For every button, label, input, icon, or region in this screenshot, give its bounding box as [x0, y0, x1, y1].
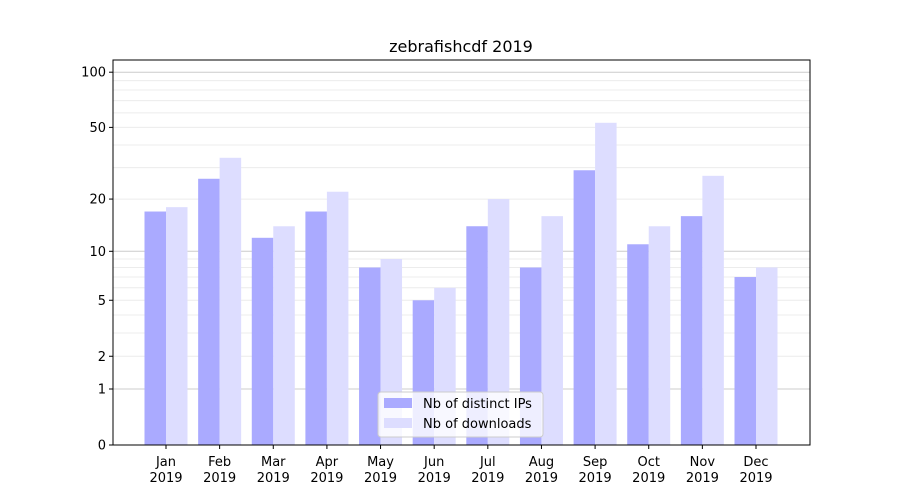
- x-tick-label: Aug 2019: [525, 455, 558, 486]
- bar-downloads: [166, 207, 188, 445]
- y-tick-label: 1: [98, 383, 106, 398]
- bar-distinct-ips: [198, 178, 220, 445]
- legend-swatch: [384, 398, 412, 408]
- x-tick-label-line: 2019: [632, 471, 665, 486]
- legend-label: Nb of downloads: [423, 417, 532, 432]
- y-tick-label: 0: [98, 439, 106, 454]
- x-tick-label: Jun 2019: [418, 455, 451, 486]
- bar-downloads: [541, 216, 563, 445]
- x-tick-label-line: 2019: [203, 471, 236, 486]
- bar-distinct-ips: [466, 226, 488, 445]
- y-tick-label: 2: [98, 350, 106, 365]
- bar-downloads: [219, 157, 242, 445]
- x-tick-label-line: 2019: [579, 471, 612, 486]
- x-tick-label-line: 2019: [364, 471, 397, 486]
- x-tick-label: Nov 2019: [686, 455, 719, 486]
- x-tick-label: Mar 2019: [257, 455, 290, 486]
- bar-distinct-ips: [680, 216, 703, 445]
- x-tick-label-line: 2019: [257, 471, 290, 486]
- bar-distinct-ips: [627, 244, 649, 445]
- x-tick-label-line: 2019: [471, 471, 504, 486]
- legend-box: [377, 391, 544, 438]
- x-tick-label-line: Jun: [423, 455, 444, 470]
- y-tick-label: 5: [98, 294, 106, 309]
- bar-distinct-ips: [144, 211, 166, 445]
- x-tick-label-line: Feb: [208, 455, 231, 470]
- bar-distinct-ips: [734, 277, 756, 445]
- bar-downloads: [702, 175, 724, 445]
- x-tick-label-line: 2019: [418, 471, 451, 486]
- bar-distinct-ips: [251, 237, 274, 445]
- bar-downloads: [648, 226, 671, 445]
- plot-frame: [112, 59, 811, 446]
- x-tick-label-line: Jan: [155, 455, 176, 470]
- chart-title: zebrafishcdf 2019: [389, 37, 533, 56]
- x-tick-label-line: Apr: [316, 455, 339, 470]
- x-tick-label-line: Jul: [479, 455, 496, 470]
- bar-distinct-ips: [573, 170, 596, 446]
- x-tick-label: May 2019: [364, 455, 397, 486]
- y-tick-label: 100: [81, 66, 106, 81]
- bar-distinct-ips: [305, 211, 327, 445]
- y-tick-label: 50: [89, 121, 106, 136]
- x-tick-label-line: Aug: [529, 455, 554, 470]
- legend-swatch: [384, 418, 412, 428]
- x-tick-label-line: 2019: [149, 471, 182, 486]
- x-tick-label: Apr 2019: [310, 455, 343, 486]
- bar-distinct-ips: [359, 267, 381, 445]
- x-tick-label: Jul 2019: [471, 455, 504, 486]
- x-tick-label-line: Dec: [743, 455, 768, 470]
- bar-downloads: [273, 226, 295, 445]
- y-tick-label: 10: [89, 245, 106, 260]
- x-tick-label: Jan 2019: [149, 455, 182, 486]
- bar-downloads: [326, 191, 349, 445]
- legend-label: Nb of distinct IPs: [423, 397, 532, 412]
- x-tick-label: Oct 2019: [632, 455, 665, 486]
- x-tick-label-line: 2019: [739, 471, 772, 486]
- bar-downloads: [487, 199, 510, 445]
- x-tick-label-line: Mar: [261, 455, 286, 470]
- legend: Nb of distinct IPs Nb of downloads: [377, 391, 544, 438]
- x-tick-label-line: 2019: [525, 471, 558, 486]
- x-tick-label-line: 2019: [310, 471, 343, 486]
- x-tick-label-line: Sep: [583, 455, 608, 470]
- x-tick-label-line: Nov: [690, 455, 716, 470]
- x-tick-label: Feb 2019: [203, 455, 236, 486]
- x-tick-label: Dec 2019: [739, 455, 772, 486]
- y-tick-label: 20: [89, 193, 106, 208]
- bar-downloads: [756, 267, 778, 445]
- bar-downloads: [595, 122, 617, 446]
- x-tick-label-line: Oct: [637, 455, 659, 470]
- x-tick-label-line: May: [367, 455, 394, 470]
- x-tick-label-line: 2019: [686, 471, 719, 486]
- x-tick-label: Sep 2019: [579, 455, 612, 486]
